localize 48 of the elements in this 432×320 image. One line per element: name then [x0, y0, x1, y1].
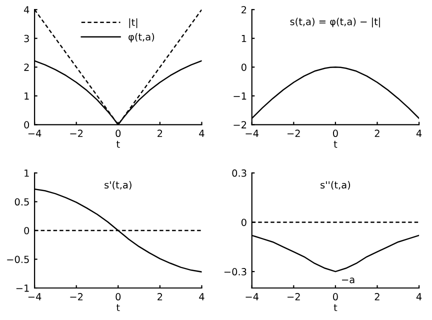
x-tick-label: 4: [416, 130, 422, 137]
x-tick-label: −4: [246, 130, 258, 137]
text: s(t,a) = φ(t,a) − |t|: [290, 18, 380, 28]
x-tick-label: 4: [199, 130, 204, 137]
x-tick-label: 2: [374, 293, 380, 300]
y-tick-label: 0: [241, 218, 246, 226]
x-tick-label: −4: [28, 130, 42, 137]
y-tick-label: 4: [24, 6, 30, 14]
legend-label: φ(t,a): [128, 32, 154, 42]
x-axis-title: t: [334, 304, 338, 312]
x-tick-label: 2: [374, 130, 380, 137]
x-axis-title: t: [116, 140, 120, 148]
text: s''(t,a): [320, 181, 350, 190]
x-tick-label: −2: [70, 293, 83, 300]
x-tick-label: 4: [199, 293, 204, 300]
y-tick-label: 1: [24, 170, 29, 177]
x-tick-label: 2: [158, 293, 162, 300]
y-tick-label: 0: [24, 121, 30, 128]
y-tick-label: 1: [242, 34, 246, 42]
x-tick-label: −2: [288, 130, 300, 137]
annotation: −a: [342, 278, 354, 284]
x-tick-label: 0: [333, 130, 338, 138]
y-tick-label: −2: [234, 121, 246, 128]
y-tick-label: −0.5: [7, 256, 29, 264]
y-tick-label: 3: [24, 34, 29, 42]
x-tick-label: 0: [116, 293, 121, 300]
x-tick-label: 4: [416, 293, 422, 300]
x-tick-label: −2: [70, 130, 83, 137]
x-tick-label: 0: [333, 293, 338, 300]
y-tick-label: 1: [24, 92, 29, 100]
y-tick-label: 2: [24, 64, 29, 71]
legend-label: |t|: [129, 18, 138, 28]
y-tick-label: 2: [242, 6, 246, 14]
y-tick-label: 0: [24, 226, 30, 234]
y-tick-label: 0.5: [14, 198, 29, 206]
x-tick-label: −2: [288, 293, 300, 300]
x-tick-label: 0: [116, 130, 121, 138]
text: s'(t,a): [104, 181, 132, 190]
x-tick-label: 2: [158, 130, 162, 137]
y-tick-label: 0: [241, 64, 246, 71]
y-tick-label: −0.3: [224, 268, 246, 276]
y-tick-label: −1: [16, 284, 29, 292]
x-axis-title: t: [334, 140, 338, 148]
y-tick-label: 0.3: [232, 169, 246, 177]
x-tick-label: −4: [28, 293, 42, 300]
x-axis-title: t: [116, 304, 120, 312]
x-tick-label: −4: [246, 293, 258, 300]
y-tick-label: −1: [234, 92, 246, 100]
